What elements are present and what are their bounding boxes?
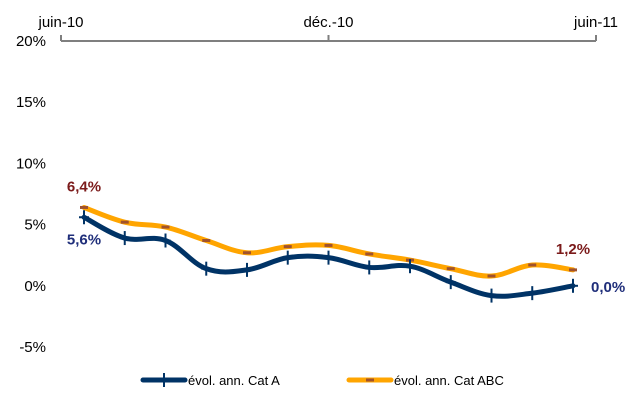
x-tick-label: juin-11 <box>573 14 618 31</box>
point-cat-abc <box>162 226 170 229</box>
point-cat-abc <box>243 251 251 254</box>
y-tick-label: -5% <box>19 339 46 356</box>
point-cat-abc <box>284 245 292 248</box>
point-cat-abc <box>447 267 455 270</box>
series-cat-abc <box>80 206 577 278</box>
x-tick-label: juin-10 <box>37 14 83 31</box>
y-tick-label: 5% <box>24 217 46 234</box>
data-label: 0,0% <box>591 279 625 296</box>
point-cat-abc <box>80 206 88 209</box>
series-layer <box>79 206 578 303</box>
legend-marker <box>366 379 374 382</box>
y-tick-label: 20% <box>16 33 46 50</box>
x-axis: juin-10 déc.-10 juin-11 <box>37 14 617 41</box>
x-tick-label: déc.-10 <box>303 14 353 31</box>
legend-label: évol. ann. Cat ABC <box>394 373 504 388</box>
legend: évol. ann. Cat A évol. ann. Cat ABC <box>143 373 504 388</box>
y-tick-label: 15% <box>16 94 46 111</box>
point-cat-abc <box>202 239 210 242</box>
legend-item-cat-a: évol. ann. Cat A <box>143 373 280 388</box>
legend-item-cat-abc: évol. ann. Cat ABC <box>349 373 504 388</box>
y-tick-label: 10% <box>16 155 46 172</box>
point-cat-abc <box>569 268 577 271</box>
data-label: 5,6% <box>67 231 101 248</box>
line-cat-abc <box>84 207 573 276</box>
point-cat-abc <box>488 275 496 278</box>
legend-label: évol. ann. Cat A <box>188 373 280 388</box>
y-tick-label: 0% <box>24 278 46 295</box>
point-cat-abc <box>528 263 536 266</box>
data-label: 1,2% <box>556 241 590 258</box>
point-cat-abc <box>121 221 129 224</box>
point-cat-abc <box>365 252 373 255</box>
data-label: 6,4% <box>67 178 101 195</box>
y-axis-ticks: -5% 0% 5% 10% 15% 20% <box>16 33 46 356</box>
point-cat-abc <box>325 244 333 247</box>
